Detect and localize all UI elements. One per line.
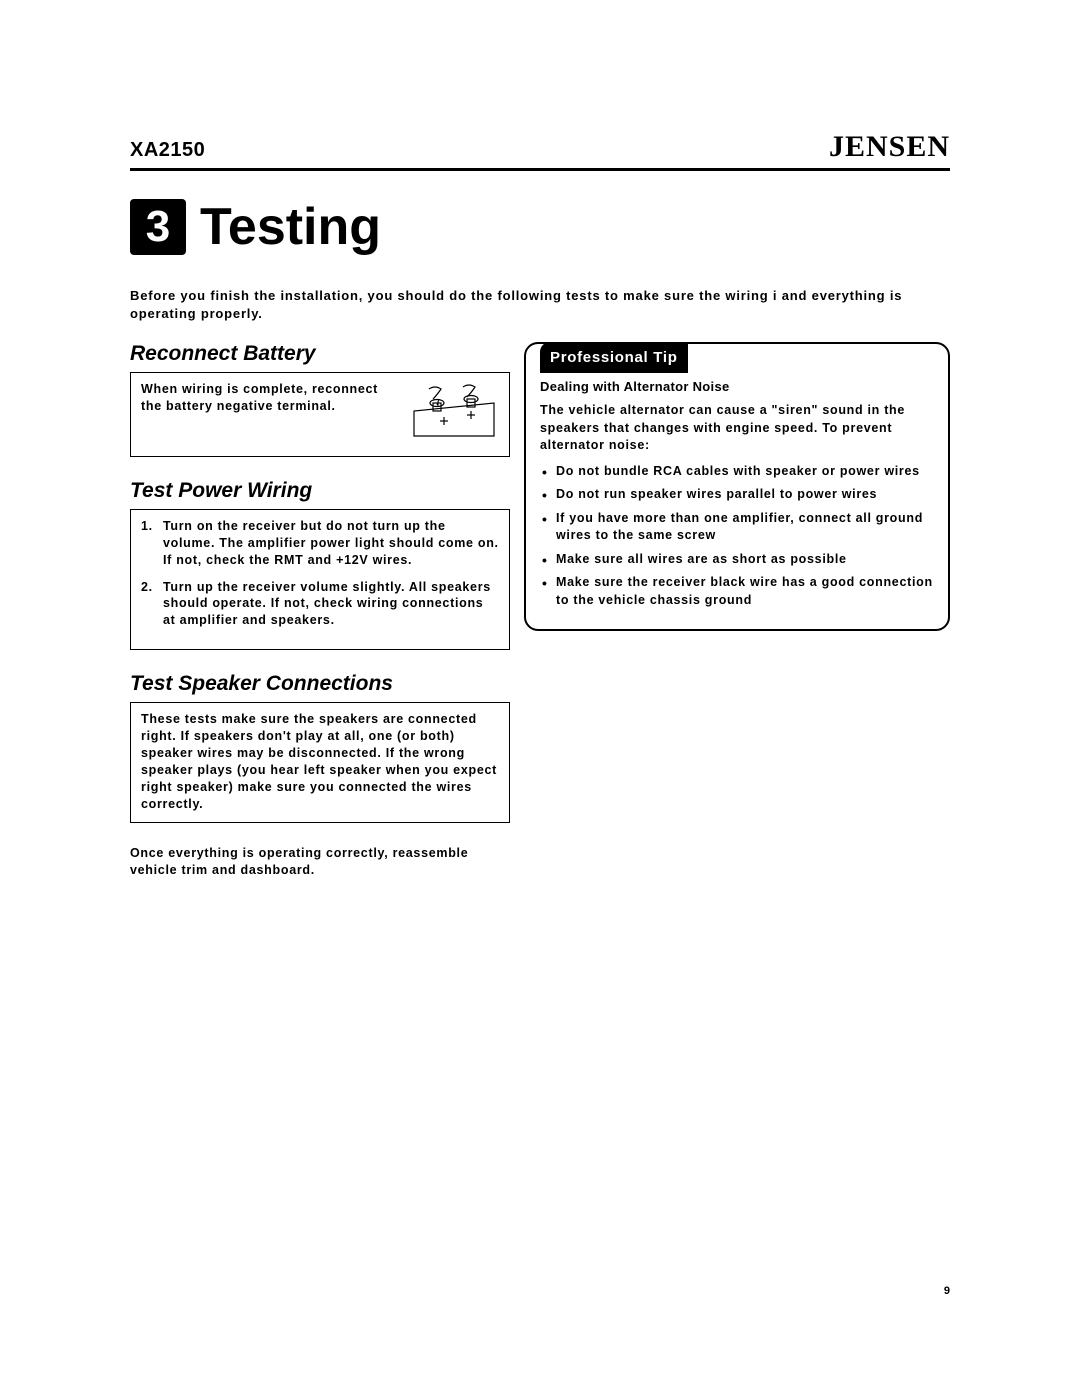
reconnect-heading: Reconnect Battery (130, 342, 510, 366)
power-steps-list: Turn on the receiver but do not turn up … (141, 518, 499, 629)
tip-bullet: Do not bundle RCA cables with speaker or… (540, 463, 934, 481)
section-number-badge: 3 (130, 199, 186, 255)
page-number: 9 (944, 1285, 950, 1297)
tip-intro: The vehicle alternator can cause a "sire… (540, 402, 934, 455)
section-title-row: 3 Testing (130, 197, 950, 257)
left-column: Reconnect Battery When wiring is complet… (130, 342, 510, 879)
brand-logo: JENSEN (829, 130, 950, 164)
tip-bullet: Make sure all wires are as short as poss… (540, 551, 934, 569)
right-column: Professional Tip Dealing with Alternator… (524, 342, 950, 879)
model-number: XA2150 (130, 139, 205, 162)
professional-tip-box: Professional Tip Dealing with Alternator… (524, 342, 950, 631)
power-step: Turn on the receiver but do not turn up … (141, 518, 499, 569)
tip-bullet: Do not run speaker wires parallel to pow… (540, 486, 934, 504)
tip-subheading: Dealing with Alternator Noise (540, 378, 934, 396)
speaker-text: These tests make sure the speakers are c… (141, 711, 499, 812)
tip-tab-label: Professional Tip (540, 342, 688, 373)
reconnect-text: When wiring is complete, reconnect the b… (141, 381, 401, 415)
section-title: Testing (200, 197, 381, 257)
power-heading: Test Power Wiring (130, 479, 510, 503)
tip-bullet: If you have more than one amplifier, con… (540, 510, 934, 545)
speaker-box: These tests make sure the speakers are c… (130, 702, 510, 823)
intro-paragraph: Before you finish the installation, you … (130, 287, 950, 322)
speaker-heading: Test Speaker Connections (130, 672, 510, 696)
page-header: XA2150 JENSEN (130, 130, 950, 171)
tip-bullet: Make sure the receiver black wire has a … (540, 574, 934, 609)
reconnect-box: When wiring is complete, reconnect the b… (130, 372, 510, 457)
content-columns: Reconnect Battery When wiring is complet… (130, 342, 950, 879)
tip-bullet-list: Do not bundle RCA cables with speaker or… (540, 463, 934, 610)
power-box: Turn on the receiver but do not turn up … (130, 509, 510, 650)
closing-text: Once everything is operating correctly, … (130, 845, 510, 879)
battery-icon (409, 381, 499, 446)
power-step: Turn up the receiver volume slightly. Al… (141, 579, 499, 630)
